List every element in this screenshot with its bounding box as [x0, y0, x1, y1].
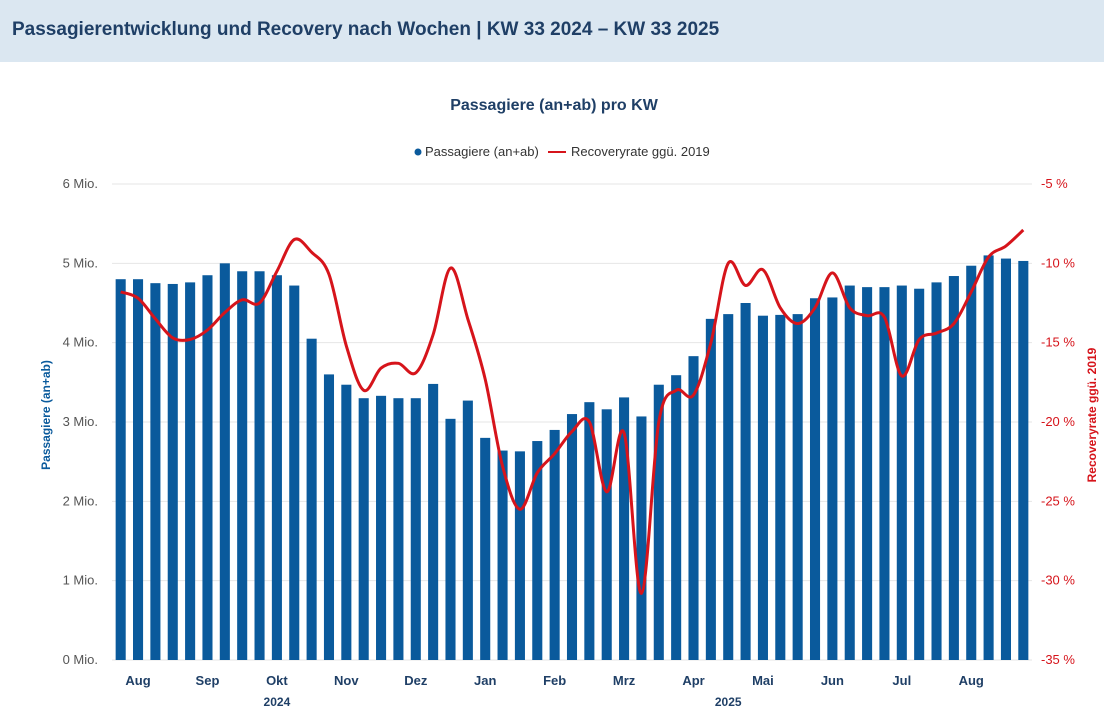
- bar: [185, 282, 196, 660]
- bar: [584, 402, 595, 660]
- bar: [723, 314, 734, 660]
- bar: [896, 285, 907, 660]
- bar: [653, 384, 664, 660]
- bar: [410, 398, 421, 660]
- bar: [202, 275, 213, 660]
- x-month-label: Jun: [821, 673, 844, 688]
- bar: [879, 287, 890, 660]
- y-left-tick-label: 2 Mio.: [63, 493, 98, 508]
- bar: [549, 429, 560, 660]
- y-axis-right: -35 % -30 % -25 % -20 % -15 % -10 % -5 %: [1041, 176, 1075, 667]
- bar: [775, 314, 786, 660]
- y-left-tick-label: 0 Mio.: [63, 652, 98, 667]
- y-axis-left-title: Passagiere (an+ab): [39, 360, 53, 470]
- bar: [966, 265, 977, 660]
- bar: [497, 450, 508, 660]
- bar: [462, 400, 473, 660]
- x-month-label: Jul: [892, 673, 911, 688]
- x-month-label: Nov: [334, 673, 359, 688]
- x-year-label: 2025: [715, 695, 742, 709]
- bar: [167, 283, 178, 660]
- bar: [740, 303, 751, 660]
- bar: [671, 375, 682, 660]
- y-left-tick-label: 3 Mio.: [63, 414, 98, 429]
- bar: [566, 414, 578, 660]
- bar: [914, 288, 925, 660]
- x-year-label: 2024: [264, 695, 291, 709]
- recovery-line: [120, 228, 1025, 595]
- line-series: [120, 228, 1025, 595]
- bar: [514, 451, 525, 660]
- x-month-label: Aug: [125, 673, 150, 688]
- bar: [115, 279, 126, 660]
- x-month-label: Mai: [752, 673, 774, 688]
- bar: [1018, 260, 1029, 660]
- y-right-tick-label: -5 %: [1041, 176, 1068, 191]
- page-title: Passagierentwicklung und Recovery nach W…: [12, 19, 720, 40]
- x-month-label: Okt: [266, 673, 288, 688]
- x-month-label: Sep: [196, 673, 220, 688]
- y-right-tick-label: -20 %: [1041, 414, 1075, 429]
- y-left-tick-label: 6 Mio.: [63, 176, 98, 191]
- bar: [532, 441, 543, 660]
- x-month-label: Dez: [404, 673, 428, 688]
- bar: [844, 285, 855, 660]
- bar-series: [115, 255, 1029, 660]
- chart-title: Passagiere (an+ab) pro KW: [450, 97, 659, 114]
- legend-bar-marker: [414, 148, 422, 156]
- bar: [636, 416, 647, 660]
- y-axis-left: 0 Mio. 1 Mio. 2 Mio. 3 Mio. 4 Mio. 5 Mio. 6 Mi…: [63, 176, 98, 667]
- header-bar: Passagierentwicklung und Recovery nach W…: [0, 0, 1104, 62]
- bar: [254, 271, 265, 660]
- y-right-tick-label: -30 %: [1041, 573, 1075, 588]
- bar: [133, 279, 144, 660]
- bar: [601, 409, 612, 660]
- x-month-label: Feb: [543, 673, 566, 688]
- bar: [358, 398, 369, 660]
- bar: [219, 263, 230, 660]
- y-axis-right-title: Recoveryrate ggü. 2019: [1085, 347, 1099, 482]
- y-right-tick-label: -10 %: [1041, 255, 1075, 270]
- legend: Passagiere (an+ab) Recoveryrate ggü. 201…: [414, 144, 710, 159]
- bar: [341, 384, 352, 660]
- bar: [376, 395, 387, 660]
- bar: [619, 397, 630, 660]
- bar: [809, 298, 821, 660]
- bar: [428, 383, 439, 660]
- y-right-tick-label: -35 %: [1041, 652, 1075, 667]
- x-month-label: Aug: [959, 673, 984, 688]
- legend-bar-label: Passagiere (an+ab): [425, 144, 539, 159]
- bar: [792, 314, 803, 660]
- x-month-label: Mrz: [613, 673, 636, 688]
- bar: [948, 276, 959, 660]
- bar: [393, 398, 404, 660]
- bar: [757, 315, 768, 660]
- y-left-tick-label: 5 Mio.: [63, 255, 98, 270]
- x-month-label: Apr: [682, 673, 704, 688]
- y-right-tick-label: -15 %: [1041, 335, 1075, 350]
- x-axis: Aug Sep Okt Nov Dez Jan Feb Mrz Apr Mai Jun Jul Aug 2…: [125, 673, 984, 709]
- x-month-label: Jan: [474, 673, 496, 688]
- bar: [862, 287, 873, 660]
- y-left-tick-label: 1 Mio.: [63, 573, 98, 588]
- legend-line-label: Recoveryrate ggü. 2019: [571, 144, 710, 159]
- bar: [688, 356, 699, 660]
- bar: [306, 338, 317, 660]
- bar: [150, 283, 161, 660]
- bar: [323, 374, 335, 660]
- y-left-tick-label: 4 Mio.: [63, 335, 98, 350]
- bar: [1000, 258, 1011, 660]
- bar: [445, 418, 456, 660]
- bar: [983, 255, 994, 660]
- bar: [705, 318, 716, 660]
- bar: [271, 275, 282, 660]
- bar: [827, 297, 838, 660]
- bar: [289, 285, 300, 660]
- bar: [480, 437, 491, 660]
- bar: [237, 271, 248, 660]
- y-right-tick-label: -25 %: [1041, 493, 1075, 508]
- bar: [931, 282, 942, 660]
